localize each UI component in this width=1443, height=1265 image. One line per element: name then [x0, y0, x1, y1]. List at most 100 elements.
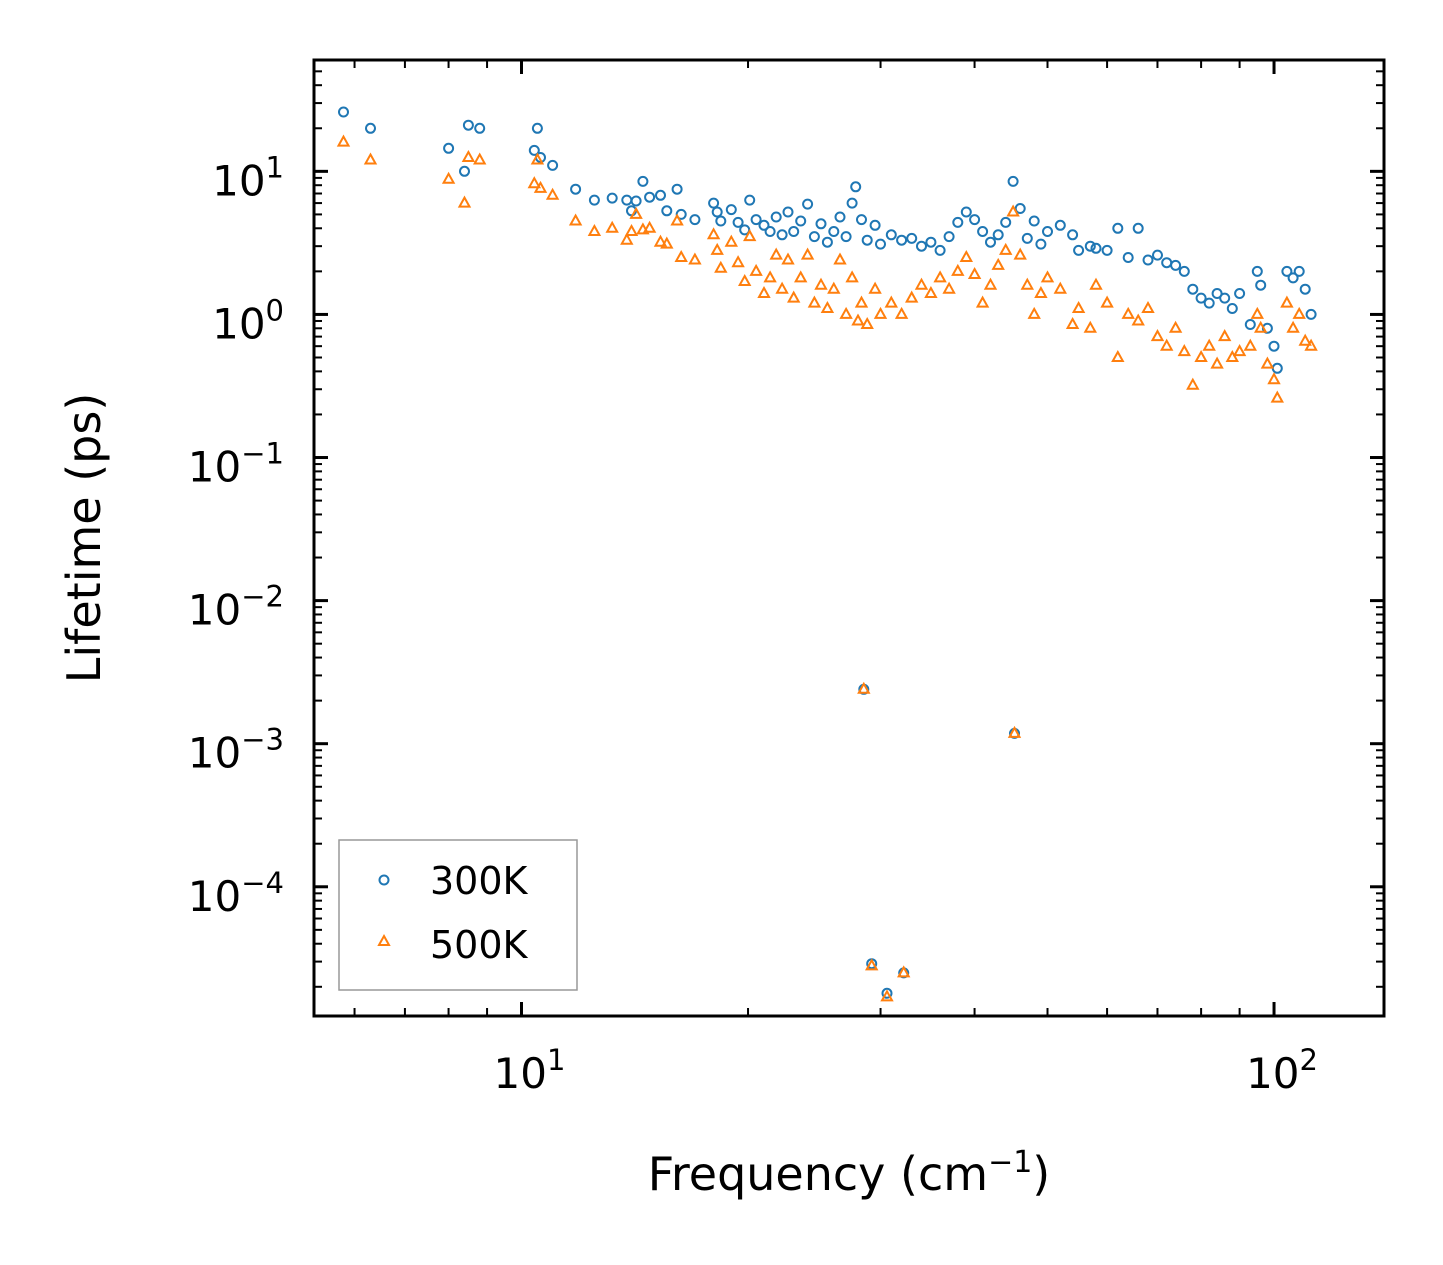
- point-500k: [1141, 300, 1155, 313]
- point-500k: [1053, 281, 1067, 294]
- point-500k: [363, 152, 378, 165]
- point-500k: [738, 273, 752, 286]
- point-500k: [807, 295, 822, 308]
- point-300k: [1299, 283, 1311, 295]
- point-300k: [661, 205, 673, 217]
- point-300k: [708, 197, 720, 209]
- point-500k: [1194, 349, 1208, 362]
- point-300k: [885, 229, 897, 241]
- point-500k: [1007, 725, 1022, 738]
- point-300k: [547, 159, 559, 171]
- point-300k: [815, 218, 827, 230]
- point-300k: [528, 144, 540, 156]
- point-500k: [1202, 338, 1216, 351]
- point-300k: [711, 206, 723, 218]
- point-300k: [1161, 257, 1173, 269]
- point-500k: [1083, 320, 1097, 333]
- point-500k: [880, 989, 894, 1002]
- point-500k: [1232, 344, 1247, 357]
- point-300k: [875, 238, 886, 250]
- point-500k: [749, 263, 763, 276]
- point-300k: [782, 206, 794, 218]
- point-500k: [924, 285, 938, 298]
- point-500k: [533, 180, 548, 193]
- point-500k: [933, 270, 947, 283]
- point-500k: [674, 249, 688, 262]
- point-500k: [653, 234, 668, 247]
- point-500k: [1304, 338, 1318, 351]
- point-300k: [1112, 222, 1124, 234]
- legend-marker-300k: [378, 874, 390, 886]
- point-300k: [459, 165, 470, 177]
- point-300k: [906, 232, 918, 244]
- point-300k: [1152, 249, 1163, 261]
- point-500k: [814, 277, 828, 290]
- point-300k: [671, 183, 683, 195]
- point-500k: [1100, 295, 1114, 308]
- point-500k: [897, 965, 911, 978]
- point-300k: [1287, 272, 1299, 284]
- point-300k: [992, 229, 1004, 241]
- x-tick-label-base: 10: [494, 1049, 547, 1098]
- point-300k: [861, 234, 873, 246]
- point-500k: [763, 270, 777, 283]
- point-500k: [967, 266, 982, 279]
- point-300k: [1042, 226, 1053, 237]
- point-300k: [960, 206, 972, 218]
- point-300k: [840, 231, 852, 243]
- point-500k: [857, 681, 871, 694]
- point-300k: [744, 194, 756, 206]
- point-300k: [1226, 303, 1238, 314]
- point-300k: [1122, 252, 1134, 263]
- point-300k: [952, 216, 964, 228]
- point-300k: [1067, 229, 1079, 241]
- x-axis-title: Frequency (cm−1): [648, 1145, 1051, 1201]
- point-500k: [1243, 338, 1257, 351]
- point-500k: [642, 220, 657, 233]
- point-500k: [1254, 320, 1268, 333]
- point-300k: [846, 197, 858, 209]
- point-500k: [839, 306, 853, 319]
- point-500k: [731, 255, 745, 268]
- y-tick-label-exponent: 1: [266, 150, 284, 184]
- point-500k: [473, 152, 487, 165]
- point-500k: [1131, 313, 1145, 326]
- point-300k: [1203, 297, 1215, 309]
- y-tick-label-base: 10: [188, 443, 241, 492]
- point-500k: [530, 152, 545, 165]
- point-500k: [951, 263, 965, 276]
- y-axis-title: Lifetime (ps): [57, 393, 111, 684]
- point-300k: [770, 211, 782, 223]
- point-500k: [1280, 295, 1294, 308]
- point-500k: [624, 223, 639, 236]
- point-500k: [1089, 277, 1103, 290]
- point-500k: [845, 270, 859, 283]
- x-tick-label-base: 10: [1246, 1049, 1299, 1098]
- point-300k: [1255, 279, 1267, 291]
- point-300k: [1054, 219, 1066, 231]
- point-300k: [1219, 292, 1231, 304]
- point-500k: [743, 229, 757, 242]
- point-500k: [1177, 344, 1191, 357]
- point-500k: [983, 277, 998, 290]
- point-300k: [1187, 283, 1199, 295]
- point-500k: [605, 220, 619, 233]
- point-300k: [1000, 216, 1012, 228]
- point-500k: [905, 290, 919, 303]
- point-300k: [1021, 232, 1033, 244]
- point-500k: [827, 281, 841, 294]
- point-500k: [714, 260, 728, 273]
- point-500k: [787, 290, 801, 303]
- point-500k: [441, 171, 456, 184]
- y-tick-label-exponent: 0: [266, 293, 284, 327]
- legend: 300K 500K: [338, 839, 578, 991]
- y-tick-label-base: 10: [188, 872, 241, 921]
- point-300k: [1014, 203, 1026, 214]
- point-300k: [1132, 222, 1144, 234]
- point-500k: [688, 252, 702, 265]
- point-300k: [985, 236, 996, 248]
- point-300k: [443, 142, 455, 154]
- point-500k: [1013, 247, 1027, 260]
- point-300k: [808, 231, 820, 243]
